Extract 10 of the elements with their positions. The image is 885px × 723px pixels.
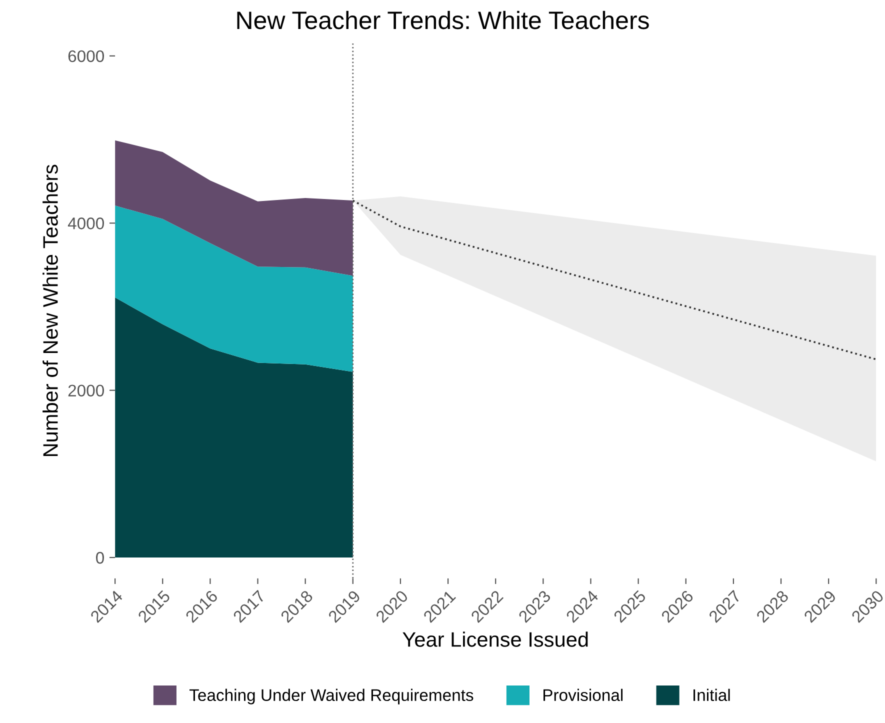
legend-label: Teaching Under Waived Requirements — [189, 688, 474, 704]
y-tick-label: 0 — [96, 552, 104, 564]
legend-label: Initial — [694, 688, 730, 702]
y-tick-label: 4000 — [68, 218, 104, 230]
x-axis-title: Year License Issued — [402, 632, 588, 647]
y-tick-label: 6000 — [68, 50, 104, 62]
legend-label: Provisional — [543, 688, 623, 702]
chart-title: New Teacher Trends: White Teachers — [237, 10, 649, 30]
y-tick-label: 2000 — [68, 384, 104, 397]
y-axis-title: Number of New White Teachers — [42, 164, 58, 456]
